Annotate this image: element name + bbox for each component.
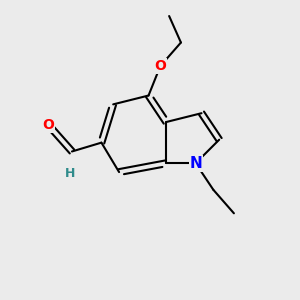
Text: O: O <box>154 59 166 73</box>
Text: H: H <box>65 167 76 180</box>
Text: O: O <box>43 118 54 132</box>
Text: N: N <box>189 156 202 171</box>
